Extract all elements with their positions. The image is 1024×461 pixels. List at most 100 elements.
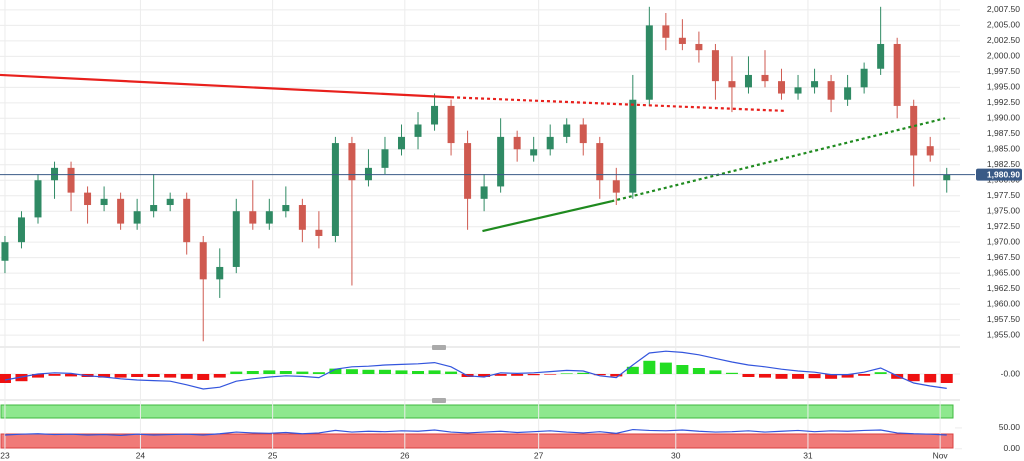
macd-histogram-bar xyxy=(643,360,656,374)
x-tick-label: Nov xyxy=(933,450,949,460)
candle-body xyxy=(414,124,422,137)
candle-body xyxy=(216,266,224,280)
candle-body xyxy=(827,81,835,100)
candle-body xyxy=(232,211,240,267)
candle-body xyxy=(117,198,125,224)
candle-body xyxy=(497,136,505,187)
macd-histogram-bar xyxy=(940,374,953,383)
candle-body xyxy=(662,25,670,38)
macd-histogram-bar xyxy=(742,374,755,377)
macd-histogram-bar xyxy=(709,370,722,374)
macd-histogram-bar xyxy=(792,374,805,379)
oversold-band xyxy=(0,433,954,449)
candle-body xyxy=(199,242,207,280)
macd-histogram-bar xyxy=(378,369,391,374)
indicator-line xyxy=(4,428,947,437)
candle-body xyxy=(431,105,439,125)
y-tick-label: 2,005.00 xyxy=(987,20,1020,30)
candle-body xyxy=(348,143,356,181)
macd-histogram-bar xyxy=(312,372,325,374)
macd-histogram-bar xyxy=(825,374,838,379)
y-tick-label: 1,995.00 xyxy=(987,82,1020,92)
y-tick-label: 1,955.00 xyxy=(987,329,1020,339)
macd-histogram-bar xyxy=(692,368,705,374)
candle-body xyxy=(464,143,472,199)
y-tick-label: 1,965.00 xyxy=(987,267,1020,277)
candle-body xyxy=(563,124,571,137)
macd-histogram-bar xyxy=(147,374,160,377)
macd-histogram-bar xyxy=(32,374,45,378)
macd-tick-label: -0.00 xyxy=(1001,368,1021,378)
candle-body xyxy=(84,192,92,206)
macd-histogram-bar xyxy=(494,374,507,376)
candle-body xyxy=(513,136,521,150)
candle-body xyxy=(645,25,653,100)
candle-body xyxy=(51,167,59,181)
candle-body xyxy=(778,81,786,94)
x-tick-label: 23 xyxy=(0,450,10,460)
candle-body xyxy=(546,136,554,150)
panel-resize-handle[interactable] xyxy=(432,398,446,403)
macd-histogram-bar xyxy=(775,374,788,379)
x-tick-label: 30 xyxy=(671,450,681,460)
macd-histogram-bar xyxy=(329,368,342,374)
macd-histogram-bar xyxy=(0,374,11,383)
macd-histogram-bar xyxy=(808,374,821,379)
oscillator-tick-label: 50.00 xyxy=(999,422,1021,432)
candle-body xyxy=(397,136,405,150)
candle-body xyxy=(282,205,290,212)
macd-histogram-bar xyxy=(478,374,491,377)
candle-body xyxy=(133,211,141,224)
candle-body xyxy=(629,99,637,193)
indicator-line xyxy=(4,350,947,390)
macd-histogram-bar xyxy=(577,372,590,374)
macd-histogram-bar xyxy=(511,374,524,376)
x-tick-label: 31 xyxy=(803,450,813,460)
macd-histogram-bar xyxy=(527,374,540,376)
candle-body xyxy=(381,149,389,168)
macd-histogram-bar xyxy=(626,366,639,374)
candle-body xyxy=(298,205,306,230)
y-tick-label: 1,990.00 xyxy=(987,113,1020,123)
candle-body xyxy=(761,74,769,82)
macd-histogram-bar xyxy=(659,362,672,374)
candle-body xyxy=(249,211,257,224)
macd-histogram-bar xyxy=(445,371,458,374)
macd-histogram-bar xyxy=(412,371,425,374)
candle-body xyxy=(910,105,918,156)
macd-histogram-bar xyxy=(246,371,259,374)
candle-body xyxy=(34,180,42,218)
candle-body xyxy=(844,87,852,100)
y-tick-label: 1,957.50 xyxy=(987,314,1020,324)
candle-body xyxy=(860,68,868,88)
macd-histogram-bar xyxy=(345,369,358,374)
y-tick-label: 1,992.50 xyxy=(987,97,1020,107)
last-price-label: 1,980.90 xyxy=(987,169,1020,179)
candle-body xyxy=(480,186,488,199)
macd-histogram-bar xyxy=(544,374,557,375)
candle-body xyxy=(183,198,191,243)
panel-resize-handle[interactable] xyxy=(432,345,446,350)
last-price-tag xyxy=(976,168,1022,181)
candle-body xyxy=(811,81,819,88)
candle-body xyxy=(695,43,703,51)
macd-histogram-bar xyxy=(296,371,309,374)
candle-body xyxy=(943,174,951,181)
candle-body xyxy=(596,143,604,181)
macd-histogram-bar xyxy=(114,374,127,378)
macd-histogram-bar xyxy=(65,374,78,377)
candle-body xyxy=(67,167,75,193)
candle-body xyxy=(926,146,934,156)
macd-histogram-bar xyxy=(98,374,111,378)
y-tick-label: 2,000.00 xyxy=(987,51,1020,61)
macd-histogram-bar xyxy=(560,373,573,374)
candle-body xyxy=(331,143,339,236)
y-tick-label: 2,007.50 xyxy=(987,4,1020,14)
candle-body xyxy=(794,87,802,94)
y-tick-label: 1,975.00 xyxy=(987,205,1020,215)
oscillator-tick-label: 0.00 xyxy=(1003,443,1020,453)
macd-histogram-bar xyxy=(131,374,144,377)
y-tick-label: 1,982.50 xyxy=(987,159,1020,169)
